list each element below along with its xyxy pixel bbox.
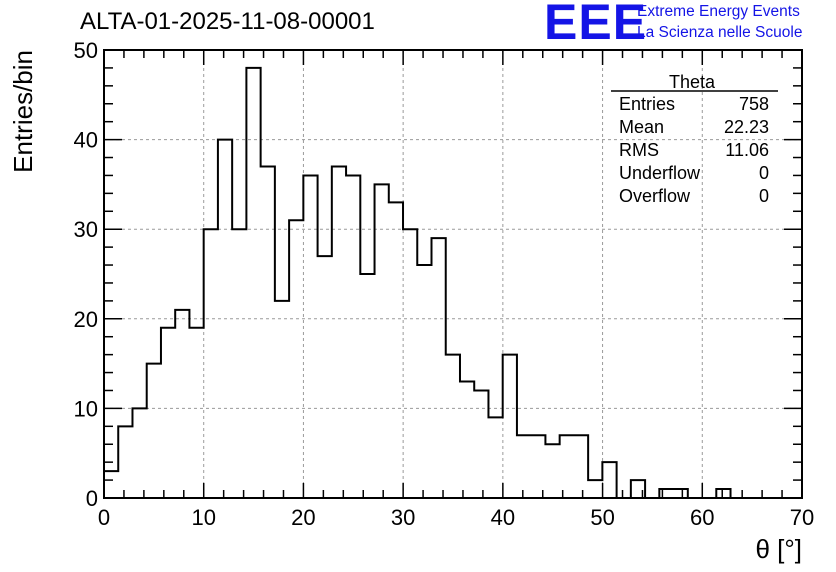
- histogram-bin: [446, 355, 460, 498]
- y-tick-label: 20: [74, 307, 98, 332]
- y-tick-label: 10: [74, 396, 98, 421]
- x-tick-label: 50: [590, 505, 614, 530]
- histogram-bin: [303, 175, 317, 498]
- histogram-bin: [189, 328, 203, 498]
- histogram-bin: [716, 489, 730, 498]
- histogram-bin: [104, 471, 118, 498]
- histogram-bin: [659, 489, 673, 498]
- histogram-bars: [103, 66, 802, 499]
- histogram-bin: [246, 68, 260, 498]
- histogram-bin: [403, 229, 417, 498]
- x-tick-label: 10: [191, 505, 215, 530]
- x-tick-label: 70: [790, 505, 814, 530]
- x-tick-label: 0: [98, 505, 110, 530]
- logo-letters: EEE: [544, 0, 648, 50]
- x-tick-label: 30: [391, 505, 415, 530]
- histogram-bin: [332, 166, 346, 498]
- histogram-bin: [602, 462, 616, 498]
- histogram-bin: [588, 480, 602, 498]
- histogram-bin: [218, 140, 232, 498]
- y-tick-labels: 0 10 20 30 40 50: [74, 38, 98, 511]
- histogram-bin: [389, 202, 403, 498]
- histogram-bin: [261, 166, 275, 498]
- stats-row-value: 758: [739, 94, 769, 114]
- stats-row-label: RMS: [619, 140, 659, 160]
- logo-subtitle-line1: Extreme Energy Events: [637, 3, 800, 20]
- histogram-bin: [460, 382, 474, 498]
- x-tick-label: 60: [690, 505, 714, 530]
- x-axis-title: θ [°]: [755, 534, 802, 564]
- histogram-bin: [161, 328, 175, 498]
- histogram-bin: [318, 256, 332, 498]
- histogram-bin: [204, 229, 218, 498]
- histogram-bin: [275, 301, 289, 498]
- y-tick-label: 40: [74, 128, 98, 153]
- stats-rows: Entries 758 Mean 22.23 RMS 11.06 Underflow 0 Ove…: [619, 94, 769, 206]
- stats-row-value: 0: [759, 186, 769, 206]
- histogram-bin: [132, 408, 146, 498]
- histogram-bin: [674, 489, 688, 498]
- stats-box: Theta Entries 758 Mean 22.23 RMS 11.06 Underfl…: [611, 72, 778, 206]
- histogram-bin: [531, 435, 545, 498]
- logo-subtitle-line2: La Scienza nelle Scuole: [637, 24, 803, 41]
- plot-title: ALTA-01-2025-11-08-00001: [80, 8, 375, 35]
- stats-row-label: Mean: [619, 117, 664, 137]
- histogram-bin: [503, 355, 517, 498]
- histogram-bin: [375, 184, 389, 498]
- histogram-bin: [432, 238, 446, 498]
- stats-row-label: Overflow: [619, 186, 691, 206]
- histogram-bin: [232, 229, 246, 498]
- x-tick-label: 40: [491, 505, 515, 530]
- eee-logo: EEE Extreme Energy Events La Scienza nel…: [540, 0, 830, 48]
- x-tick-labels: 0 10 20 30 40 50 60 70: [98, 505, 814, 530]
- histogram-bin: [118, 426, 132, 498]
- y-tick-label: 0: [86, 486, 98, 511]
- histogram-bin: [560, 435, 574, 498]
- y-tick-label: 30: [74, 217, 98, 242]
- histogram-bin: [417, 265, 431, 498]
- y-tick-label: 50: [74, 38, 98, 63]
- histogram-bin: [517, 435, 531, 498]
- stats-row-label: Underflow: [619, 163, 701, 183]
- histogram-bin: [346, 175, 360, 498]
- stats-title: Theta: [669, 72, 716, 92]
- x-tick-label: 20: [291, 505, 315, 530]
- histogram-bin: [574, 435, 588, 498]
- stats-row-label: Entries: [619, 94, 675, 114]
- histogram-bin: [360, 274, 374, 498]
- histogram-bin: [545, 444, 559, 498]
- histogram-bin: [474, 390, 488, 498]
- stats-row-value: 11.06: [725, 140, 769, 160]
- histogram-bin: [289, 220, 303, 498]
- plot-frame: [103, 49, 803, 499]
- histogram-bin: [175, 310, 189, 498]
- y-axis-title: Entries/bin: [8, 50, 38, 173]
- stats-row-value: 22.23: [724, 117, 769, 137]
- histogram-bin: [147, 364, 161, 498]
- stats-row-value: 0: [759, 163, 769, 183]
- histogram-bin: [488, 417, 502, 498]
